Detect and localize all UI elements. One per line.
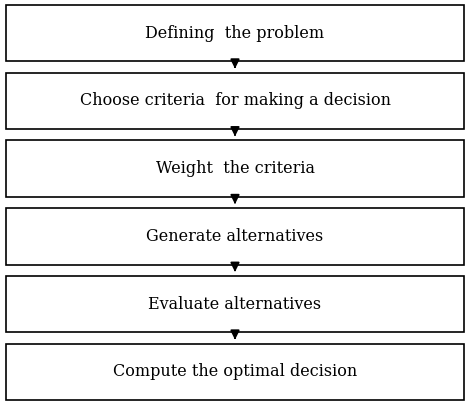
- Text: Weight  the criteria: Weight the criteria: [156, 160, 314, 177]
- FancyBboxPatch shape: [6, 5, 464, 61]
- Text: Generate alternatives: Generate alternatives: [146, 228, 324, 245]
- Text: Compute the optimal decision: Compute the optimal decision: [113, 363, 357, 380]
- FancyBboxPatch shape: [6, 72, 464, 129]
- Text: Defining  the problem: Defining the problem: [145, 25, 325, 42]
- FancyBboxPatch shape: [6, 344, 464, 400]
- FancyBboxPatch shape: [6, 141, 464, 197]
- FancyBboxPatch shape: [6, 276, 464, 333]
- Text: Evaluate alternatives: Evaluate alternatives: [149, 296, 321, 313]
- Text: Choose criteria  for making a decision: Choose criteria for making a decision: [79, 92, 391, 109]
- FancyBboxPatch shape: [6, 208, 464, 264]
